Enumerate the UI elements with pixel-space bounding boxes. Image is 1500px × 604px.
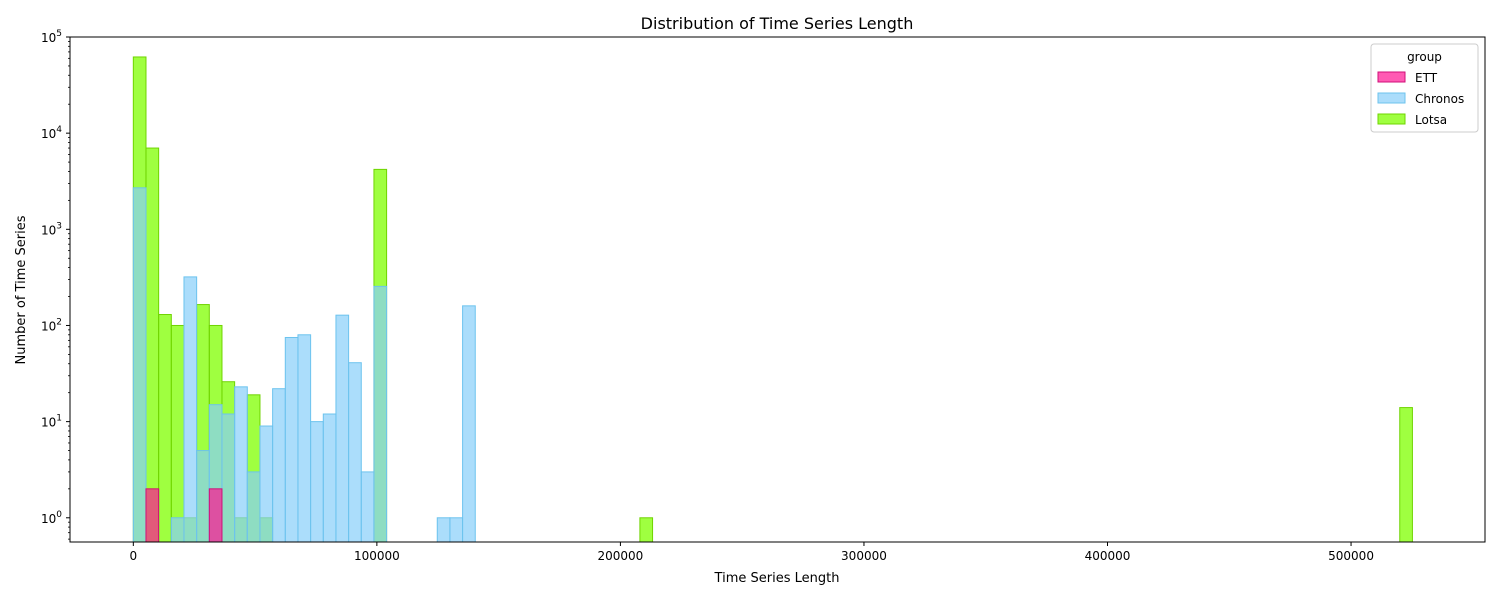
x-tick-label: 0 — [130, 549, 138, 563]
legend-label-lotsa: Lotsa — [1415, 113, 1447, 127]
bar-chronos-0 — [132, 187, 147, 543]
x-tick-label: 400000 — [1085, 549, 1131, 563]
legend: group ETT Chronos Lotsa — [1370, 43, 1479, 133]
x-tick-label: 200000 — [598, 549, 644, 563]
y-tick-label: 103 — [41, 221, 62, 237]
bar-chronos-18 — [436, 517, 451, 543]
y-tick-label: 100 — [41, 510, 62, 526]
bar-chronos-7 — [246, 471, 261, 543]
bar-lotsa-3 — [170, 324, 185, 543]
x-tick-label: 300000 — [841, 549, 887, 563]
bar-chronos-5 — [221, 413, 236, 543]
chart-title: Distribution of Time Series Length — [641, 14, 914, 33]
bar-chronos-2 — [183, 276, 198, 543]
bar-chronos-6 — [234, 386, 248, 543]
bar-ett-0 — [145, 488, 160, 543]
bar-chronos-3 — [196, 450, 210, 543]
legend-label-chronos: Chronos — [1415, 92, 1464, 106]
bar-chronos-1 — [170, 517, 185, 543]
bar-chronos-11 — [297, 334, 312, 543]
legend-box — [1370, 43, 1479, 133]
plot-frame — [69, 36, 1486, 543]
x-tick-label: 100000 — [354, 549, 400, 563]
legend-swatch-chronos — [1377, 92, 1406, 104]
bar-chronos-19 — [449, 517, 464, 543]
bar-lotsa-12 — [639, 517, 654, 543]
y-tick-label: 104 — [41, 125, 62, 141]
x-axis: 0 100000 200000 300000 400000 500000 — [130, 542, 1374, 563]
bar-chronos-13 — [322, 413, 337, 543]
bar-chronos-9 — [272, 388, 286, 543]
y-axis: 100 101 102 103 104 105 — [41, 29, 70, 540]
bar-chronos-12 — [310, 421, 324, 543]
x-axis-label: Time Series Length — [714, 571, 840, 586]
bar-chronos-15 — [348, 362, 362, 543]
histogram-bars — [132, 56, 1413, 543]
bar-chronos-17 — [373, 285, 388, 543]
y-axis-label: Number of Time Series — [14, 215, 29, 364]
bar-chronos-10 — [284, 336, 299, 543]
bar-chronos-20 — [462, 305, 476, 543]
bar-chronos-16 — [360, 471, 375, 543]
y-tick-label: 101 — [41, 414, 62, 430]
legend-swatch-ett — [1377, 71, 1406, 83]
bar-ett-1 — [208, 488, 223, 543]
legend-label-ett: ETT — [1415, 71, 1438, 85]
bar-chronos-8 — [259, 425, 274, 543]
bar-lotsa-2 — [158, 314, 172, 543]
y-tick-label: 105 — [41, 29, 62, 45]
y-tick-label: 102 — [41, 317, 62, 333]
bar-chronos-14 — [335, 314, 350, 543]
legend-title: group — [1407, 50, 1442, 64]
legend-swatch-lotsa — [1377, 113, 1406, 125]
bar-lotsa-13 — [1399, 407, 1413, 543]
x-tick-label: 500000 — [1328, 549, 1374, 563]
bar-lotsa-1 — [145, 147, 160, 543]
